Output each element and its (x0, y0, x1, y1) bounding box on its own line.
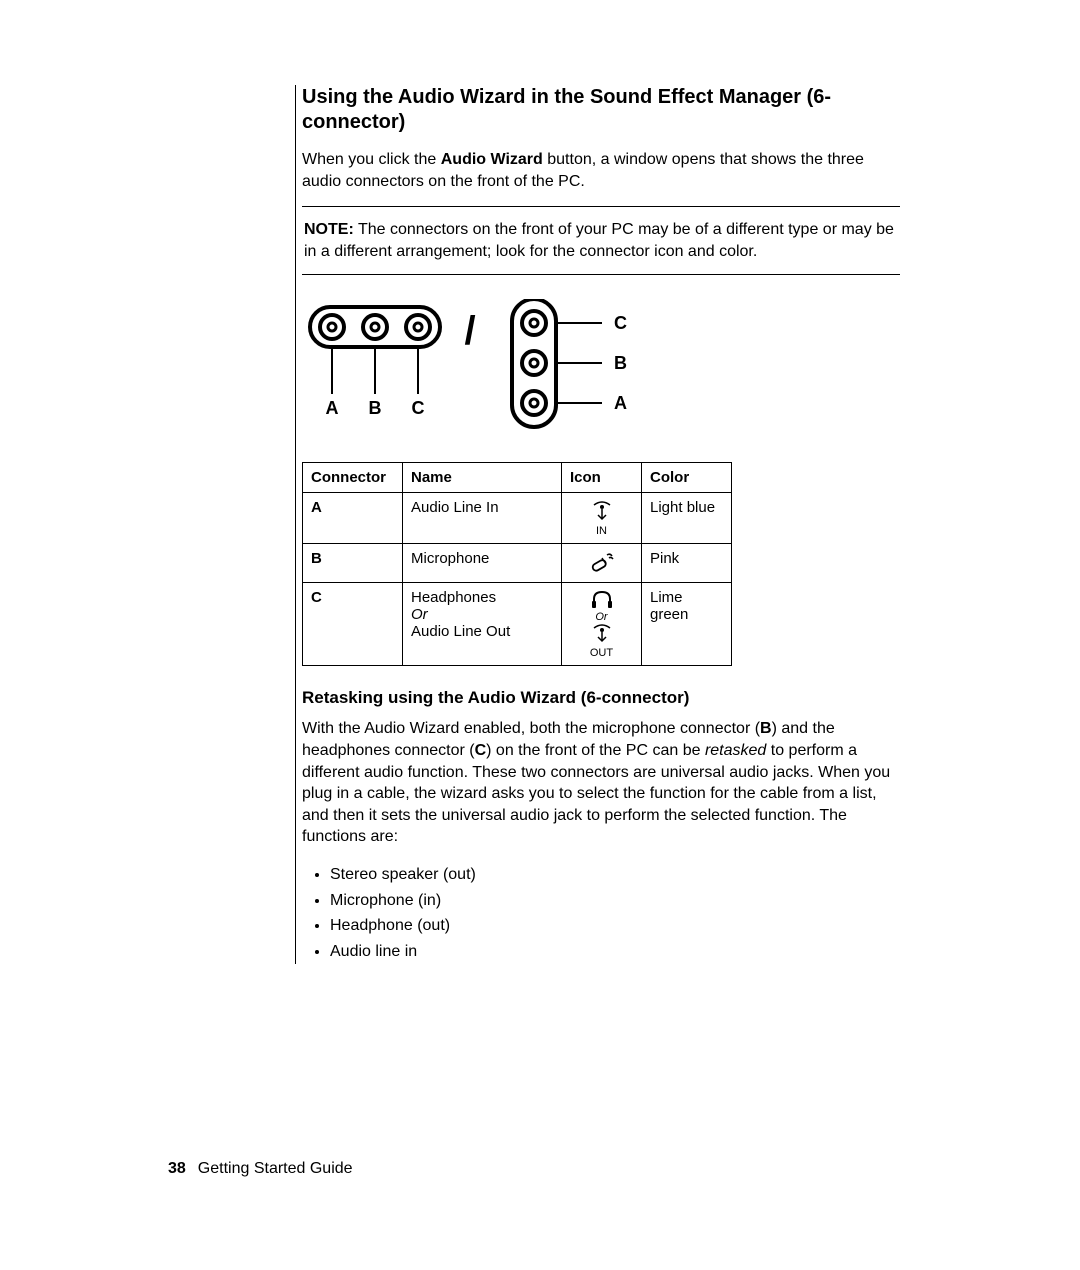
list-item: Headphone (out) (330, 913, 900, 939)
cell-name-l1: Headphones (411, 589, 496, 606)
icon-sub-in: IN (570, 525, 633, 537)
retask-paragraph: With the Audio Wizard enabled, both the … (302, 718, 900, 848)
intro-bold: Audio Wizard (441, 151, 543, 168)
cell-connector: A (303, 493, 403, 544)
list-item: Microphone (in) (330, 888, 900, 914)
diagram-label-b2: B (614, 353, 627, 373)
diagram-label-c: C (412, 398, 425, 418)
cell-color: Light blue (642, 493, 732, 544)
list-item: Audio line in (330, 939, 900, 965)
diagram-label-a2: A (614, 393, 627, 413)
retask-b1: B (760, 720, 772, 737)
table-row: B Microphone Pink (303, 544, 732, 583)
cell-connector: C (303, 583, 403, 666)
retask-p1: With the Audio Wizard enabled, both the … (302, 720, 760, 737)
function-list: Stereo speaker (out) Microphone (in) Hea… (302, 862, 900, 964)
th-icon: Icon (562, 463, 642, 493)
note-label: NOTE: (304, 221, 354, 238)
diagram-label-b: B (369, 398, 382, 418)
note-text: The connectors on the front of your PC m… (304, 221, 894, 260)
connector-table: Connector Name Icon Color A Audio Line I… (302, 462, 732, 666)
cell-name: Microphone (403, 544, 562, 583)
cell-icon (562, 544, 642, 583)
page-footer: 38 Getting Started Guide (168, 1160, 353, 1178)
th-color: Color (642, 463, 732, 493)
sub-title: Retasking using the Audio Wizard (6-conn… (302, 688, 900, 708)
doc-title: Getting Started Guide (198, 1160, 353, 1177)
microphone-icon (588, 550, 616, 576)
th-name: Name (403, 463, 562, 493)
intro-pre: When you click the (302, 151, 441, 168)
icon-or: Or (570, 611, 633, 623)
table-header-row: Connector Name Icon Color (303, 463, 732, 493)
cell-name: Headphones Or Audio Line Out (403, 583, 562, 666)
table-row: A Audio Line In IN Light blue (303, 493, 732, 544)
icon-sub-out: OUT (570, 647, 633, 659)
cell-icon: IN (562, 493, 642, 544)
diagram-label-a: A (326, 398, 339, 418)
line-out-icon (590, 623, 614, 645)
cell-name-or: Or (411, 606, 428, 623)
table-row: C Headphones Or Audio Line Out Or (303, 583, 732, 666)
cell-color: Lime green (642, 583, 732, 666)
section-title: Using the Audio Wizard in the Sound Effe… (302, 85, 900, 135)
line-in-icon (590, 499, 614, 523)
diagram-slash: / (464, 309, 475, 353)
retask-p3: ) on the front of the PC can be (486, 742, 705, 759)
intro-paragraph: When you click the Audio Wizard button, … (302, 149, 900, 192)
th-connector: Connector (303, 463, 403, 493)
diagram-label-c2: C (614, 313, 627, 333)
list-item: Stereo speaker (out) (330, 862, 900, 888)
cell-connector: B (303, 544, 403, 583)
note-box: NOTE: The connectors on the front of you… (302, 206, 900, 275)
cell-name-l3: Audio Line Out (411, 623, 510, 640)
retask-i: retasked (705, 742, 766, 759)
page-content: Using the Audio Wizard in the Sound Effe… (295, 85, 900, 964)
headphone-icon (589, 589, 615, 609)
retask-b2: C (475, 742, 487, 759)
cell-name: Audio Line In (403, 493, 562, 544)
cell-color: Pink (642, 544, 732, 583)
connector-diagram: A B C / C B A (302, 299, 900, 444)
page-number: 38 (168, 1160, 186, 1177)
cell-icon: Or OUT (562, 583, 642, 666)
